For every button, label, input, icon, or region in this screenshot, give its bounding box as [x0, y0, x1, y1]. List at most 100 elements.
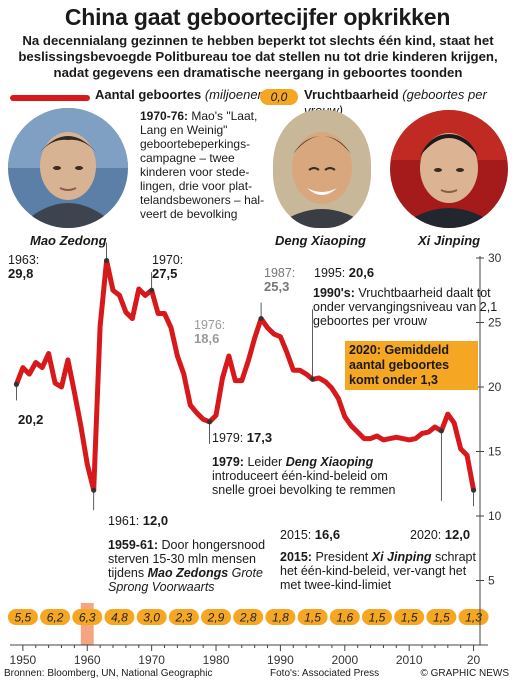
- label-1963: 1963: 29,8: [8, 253, 39, 281]
- fertility-value: 3,0: [143, 611, 160, 625]
- legend-births-swatch: [10, 95, 90, 101]
- note-2015-leader: Xi Jinping: [371, 550, 432, 564]
- value-markers: [13, 242, 477, 511]
- y-tick-label: 15: [488, 445, 502, 459]
- note-1959-61: 1959-61: Door hongersnood sterven 15-30 …: [108, 538, 268, 594]
- fertility-pill: [168, 609, 199, 625]
- marker-dot: [149, 287, 155, 293]
- note-2015-post: schrapt het één-kind-beleid, ver-vangt h…: [280, 550, 476, 592]
- label-2020-year: 2020:: [410, 528, 442, 542]
- leader-name-xi: Xi Jinping: [418, 233, 481, 248]
- fertility-pill: [394, 609, 425, 625]
- label-1949: 20,2: [18, 413, 43, 427]
- note-2015-pre: President: [315, 550, 369, 564]
- x-tick-label: 1950: [10, 653, 37, 667]
- label-2015-value: 16,6: [314, 527, 341, 542]
- fertility-value: 1,5: [369, 611, 386, 625]
- note-1959-head: 1959-61:: [108, 538, 159, 552]
- fertility-pill: [201, 609, 232, 625]
- label-1963-year: 1963:: [8, 253, 40, 267]
- label-2020: 2020: 12,0: [410, 527, 471, 543]
- legend-births-text: Aantal geboortes: [95, 87, 202, 102]
- y-tick-label: 30: [488, 251, 502, 265]
- note-2015: 2015: President Xi Jinping schrapt het é…: [280, 550, 485, 592]
- marker-dot: [438, 428, 444, 434]
- fertility-pill: [40, 609, 71, 625]
- callout-2020: 2020: Gemiddeld aantal geboortes komt on…: [345, 341, 478, 390]
- label-1961-value: 12,0: [142, 513, 169, 528]
- fertility-value: 2,9: [207, 611, 225, 625]
- births-series: [13, 258, 477, 493]
- label-1949-value: 20,2: [18, 412, 44, 427]
- note-1979-post: introduceert één-kind-beleid om snelle g…: [212, 469, 396, 497]
- label-1979: 1979: 17,3: [212, 431, 272, 446]
- note-1959-post: Grote Sprong Voorwaarts: [108, 566, 263, 594]
- marker-dot: [310, 376, 316, 382]
- label-1970: 1970: 27,5: [152, 253, 183, 281]
- note-1979-pre: Leider: [247, 455, 283, 469]
- label-1970-value: 27,5: [152, 266, 178, 281]
- legend-births-unit: (miljoenen): [204, 87, 270, 102]
- fertility-value: 2,3: [174, 611, 192, 625]
- axes: 5 10 15 20 25 30 1950 1960 1970 1980 1990 2000 2010 2…: [10, 251, 502, 667]
- note-1990s: 1990's: Vruchtbaarheid daalt tot onder v…: [313, 286, 503, 328]
- fertility-pill: [233, 609, 264, 625]
- legend-fertility-text: Vruchtbaarheid: [304, 87, 399, 102]
- sources-credit: Bronnen: Bloomberg, UN, National Geograp…: [4, 668, 213, 679]
- fertility-pill: [426, 609, 457, 625]
- note-1970-76-head: 1970-76:: [140, 109, 189, 123]
- label-1995-value: 20,6: [348, 265, 375, 280]
- note-1979-leader: Deng Xiaoping: [285, 455, 374, 469]
- legend-births-label: Aantal geboortes (miljoenen): [95, 87, 269, 102]
- fertility-value: 1,3: [465, 611, 482, 625]
- leader-name-deng: Deng Xiaoping: [275, 233, 366, 248]
- y-tick-label: 20: [488, 380, 502, 394]
- note-1970-76: 1970-76: Mao's "Laat, Lang en Weinig" ge…: [140, 109, 272, 221]
- note-1979: 1979: Leider Deng Xiaoping introduceert …: [212, 455, 412, 497]
- label-1995-year: 1995:: [314, 266, 346, 280]
- note-2015-head: 2015:: [280, 550, 312, 564]
- label-1961: 1961: 12,0: [108, 513, 169, 529]
- label-2020-value: 12,0: [444, 527, 471, 542]
- y-tick-label: 10: [488, 509, 502, 523]
- label-1961-year: 1961:: [108, 514, 140, 528]
- note-1990s-head: 1990's:: [313, 286, 355, 300]
- label-1976-year: 1976:: [194, 318, 226, 332]
- x-tick-label: 2000: [331, 653, 358, 667]
- fertility-pill: [72, 609, 103, 625]
- brand-credit: © GRAPHIC NEWS: [420, 668, 510, 679]
- marker-dot: [104, 258, 110, 264]
- y-tick-label: 25: [488, 316, 502, 330]
- x-tick-label: 20: [467, 653, 481, 667]
- x-tick-label: 1970: [138, 653, 165, 667]
- fertility-value: 1,6: [336, 611, 353, 625]
- marker-dot: [258, 316, 264, 322]
- page-title: China gaat geboortecijfer opkrikken: [64, 4, 451, 30]
- note-1979-head: 1979:: [212, 455, 244, 469]
- marker-dot: [471, 487, 477, 493]
- label-1987-value: 25,3: [264, 279, 290, 294]
- note-1990s-text: Vruchtbaarheid daalt tot onder vervangin…: [313, 286, 498, 328]
- fertility-pill: [265, 609, 296, 625]
- fertility-value: 1,8: [272, 611, 289, 625]
- fertility-pill: [104, 609, 135, 625]
- xi-jinping-portrait: [390, 110, 508, 228]
- note-1959-pre: Door hongersnood sterven 15-30 mln mense…: [108, 538, 266, 580]
- x-tick-label: 1960: [74, 653, 101, 667]
- fertility-pill: [7, 609, 38, 625]
- x-tick-label: 2010: [396, 653, 423, 667]
- note-1959-leader: Mao Zedongs: [147, 566, 229, 580]
- fertility-pill: [329, 609, 360, 625]
- y-tick-label: 5: [488, 574, 495, 588]
- label-1970-year: 1970:: [152, 253, 184, 267]
- photo-credit: Foto's: Associated Press: [270, 668, 380, 679]
- fertility-value: 2,8: [239, 611, 257, 625]
- marker-dot: [91, 487, 97, 493]
- label-2015-year: 2015:: [280, 528, 312, 542]
- label-1987-year: 1987:: [264, 266, 296, 280]
- label-1995: 1995: 20,6: [314, 265, 375, 281]
- fertility-value: 1,5: [401, 611, 418, 625]
- note-1970-76-text: Mao's "Laat, Lang en Weinig" geboortebep…: [140, 109, 265, 221]
- marker-dot: [13, 381, 19, 387]
